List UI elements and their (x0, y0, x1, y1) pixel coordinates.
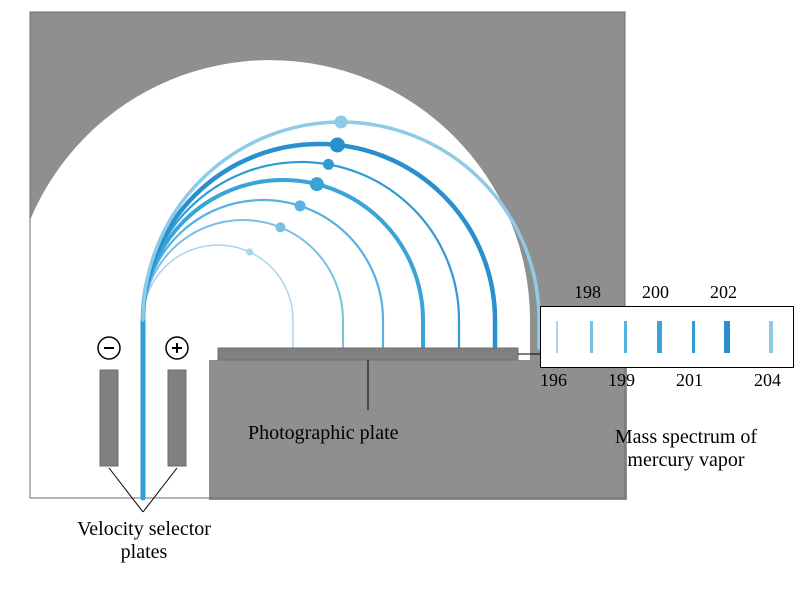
spectrum-mass-label: 201 (676, 370, 703, 391)
spectrum-mass-label: 200 (642, 282, 669, 303)
spectrum-line (769, 321, 773, 353)
mass-spectrometer-diagram (0, 0, 800, 600)
spectrum-mass-label: 202 (710, 282, 737, 303)
spectrum-mass-label: 198 (574, 282, 601, 303)
spectrum-mass-label: 199 (608, 370, 635, 391)
photographic-plate-label: Photographic plate (248, 422, 399, 445)
spectrum-line (657, 321, 662, 353)
spectrum-mass-label: 204 (754, 370, 781, 391)
spectrum-line (724, 321, 730, 353)
spectrum-line (556, 321, 558, 353)
spectrum-line (624, 321, 627, 353)
spectrum-mass-label: 196 (540, 370, 567, 391)
spectrum-line (590, 321, 593, 353)
spectrum-line (692, 321, 695, 353)
spectrum-title: Mass spectrum of mercury vapor (586, 426, 786, 472)
spectrum-box (540, 306, 794, 368)
velocity-selector-label: Velocity selector plates (34, 518, 254, 564)
